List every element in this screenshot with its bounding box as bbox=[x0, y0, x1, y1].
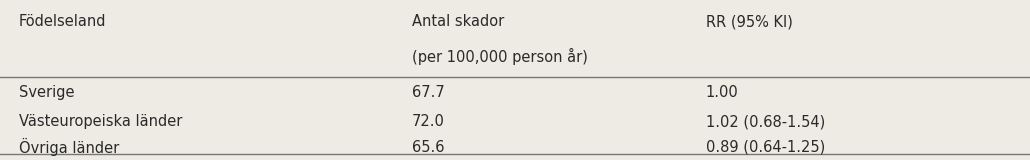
Text: 1.02 (0.68-1.54): 1.02 (0.68-1.54) bbox=[706, 114, 825, 129]
Text: 1.00: 1.00 bbox=[706, 85, 739, 100]
Text: 67.7: 67.7 bbox=[412, 85, 445, 100]
Text: RR (95% KI): RR (95% KI) bbox=[706, 14, 792, 29]
Text: Övriga länder: Övriga länder bbox=[19, 138, 118, 156]
Text: 72.0: 72.0 bbox=[412, 114, 445, 129]
Text: Födelseland: Födelseland bbox=[19, 14, 106, 29]
Text: Västeuropeiska länder: Västeuropeiska länder bbox=[19, 114, 182, 129]
Text: Antal skador: Antal skador bbox=[412, 14, 505, 29]
Text: Sverige: Sverige bbox=[19, 85, 74, 100]
Text: 0.89 (0.64-1.25): 0.89 (0.64-1.25) bbox=[706, 140, 825, 155]
Text: (per 100,000 person år): (per 100,000 person år) bbox=[412, 48, 588, 65]
Text: 65.6: 65.6 bbox=[412, 140, 445, 155]
